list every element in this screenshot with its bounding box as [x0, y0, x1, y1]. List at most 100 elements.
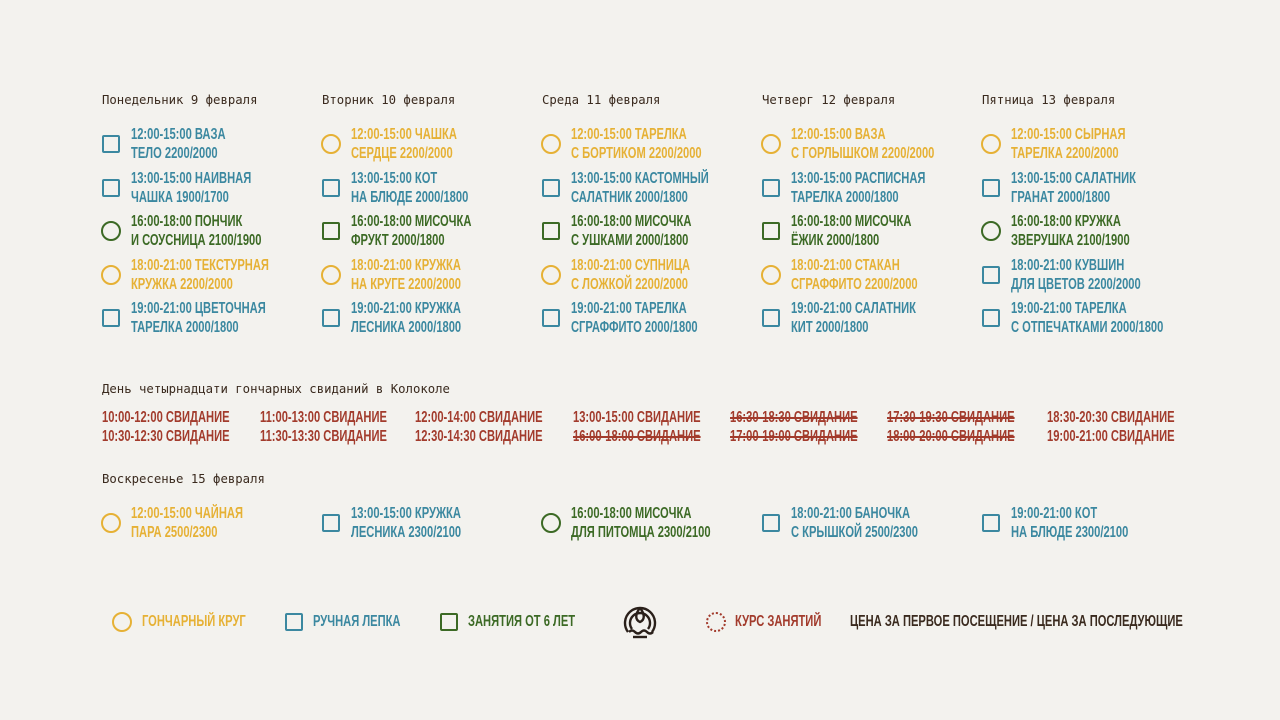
legend-kids-label: ЗАНЯТИЯ ОТ 6 ЛЕТ — [468, 613, 576, 630]
class-name-price: ТАРЕЛКА 2200/2000 — [1011, 145, 1119, 162]
day-header: Вторник 10 февраля — [322, 93, 456, 107]
class-time-title: 12:00-15:00 ВАЗА — [791, 126, 886, 143]
circle-icon — [541, 264, 561, 285]
legend-course-label: КУРС ЗАНЯТИЙ — [735, 613, 822, 630]
class-text: 13:00-15:00 НАИВНАЯ ЧАШКА 1900/1700 — [131, 169, 251, 207]
date-slot: 16:30-18:30 СВИДАНИЕ — [730, 409, 858, 426]
square-icon — [322, 514, 340, 532]
class-item: 16:00-18:00 МИСОЧКА ЁЖИК 2000/1800 — [762, 212, 977, 252]
square-icon — [542, 222, 560, 241]
class-time-title: 13:00-15:00 САЛАТНИК — [1011, 169, 1136, 187]
day-header: Четверг 12 февраля — [762, 93, 896, 107]
circle-icon — [101, 264, 121, 285]
class-name-price: ЗВЕРУШКА 2100/1900 — [1011, 232, 1130, 250]
square-icon — [982, 514, 1000, 532]
class-time-title: 19:00-21:00 ТАРЕЛКА — [1011, 300, 1127, 318]
day-header: Среда 11 февраля — [542, 93, 661, 107]
class-name-price: ФРУКТ 2000/1800 — [351, 232, 445, 250]
class-item: 13:00-15:00 КОТ НА БЛЮДЕ 2000/1800 — [322, 169, 537, 209]
square-icon — [440, 613, 458, 631]
class-time-title: 18:00-21:00 ТЕКСТУРНАЯ — [131, 256, 269, 274]
class-time-title: 12:00-15:00 ЧАЙНАЯ — [131, 505, 243, 522]
class-item: 12:00-15:00 ВАЗА С ГОРЛЫШКОМ 2200/2000 — [761, 125, 977, 165]
class-text: 13:00-15:00 РАСПИСНАЯ ТАРЕЛКА 2000/1800 — [791, 169, 925, 207]
class-text: 18:00-21:00 СУПНИЦА С ЛОЖКОЙ 2200/2000 — [571, 256, 690, 294]
circle-icon — [541, 134, 561, 154]
legend-kids: ЗАНЯТИЯ ОТ 6 ЛЕТ — [440, 612, 580, 632]
class-text: 19:00-21:00 САЛАТНИК КИТ 2000/1800 — [791, 299, 916, 337]
class-item: 13:00-15:00 НАИВНАЯ ЧАШКА 1900/1700 — [102, 169, 317, 209]
date-slot: 13:00-15:00 СВИДАНИЕ — [573, 409, 701, 426]
class-text: 16:00-18:00 МИСОЧКА ФРУКТ 2000/1800 — [351, 212, 471, 250]
class-item: 18:00-21:00 КУВШИН ДЛЯ ЦВЕТОВ 2200/2000 — [982, 256, 1197, 296]
class-text: 12:00-15:00 ЧАЙНАЯ ПАРА 2500/2300 — [131, 504, 243, 542]
class-time-title: 12:00-15:00 ВАЗА — [131, 126, 226, 143]
class-text: 16:00-18:00 ПОНЧИК И СОУСНИЦА 2100/1900 — [131, 212, 261, 250]
circle-icon — [761, 264, 781, 285]
date-slot: 11:30-13:30 СВИДАНИЕ — [260, 428, 387, 445]
legend-wheel-label: ГОНЧАРНЫЙ КРУГ — [142, 613, 246, 630]
class-name-price: ДЛЯ ЦВЕТОВ 2200/2000 — [1011, 275, 1141, 293]
class-text: 16:00-18:00 МИСОЧКА ДЛЯ ПИТОМЦА 2300/2100 — [571, 504, 711, 542]
class-name-price: САЛАТНИК 2000/1800 — [571, 188, 688, 206]
class-item: 19:00-21:00 ТАРЕЛКА СГРАФФИТО 2000/1800 — [542, 299, 757, 339]
circle-icon — [981, 134, 1001, 154]
class-item: 16:00-18:00 МИСОЧКА С УШКАМИ 2000/1800 — [542, 212, 757, 252]
class-name-price: ЁЖИК 2000/1800 — [791, 232, 880, 250]
class-item: 19:00-21:00 ТАРЕЛКА С ОТПЕЧАТКАМИ 2000/18… — [982, 299, 1197, 339]
square-icon — [542, 309, 560, 328]
class-text: 19:00-21:00 ЦВЕТОЧНАЯ ТАРЕЛКА 2000/1800 — [131, 299, 266, 337]
class-text: 13:00-15:00 КАСТОМНЫЙ САЛАТНИК 2000/1800 — [571, 169, 709, 207]
class-name-price: С ОТПЕЧАТКАМИ 2000/1800 — [1011, 319, 1164, 337]
legend-course: КУРС ЗАНЯТИЙ — [706, 612, 826, 632]
date-slot: 11:00-13:00 СВИДАНИЕ — [260, 409, 387, 426]
class-time-title: 13:00-15:00 КРУЖКА — [351, 505, 461, 522]
class-item: 18:00-21:00 ТЕКСТУРНАЯ КРУЖКА 2200/2000 — [101, 256, 317, 296]
class-name-price: НА КРУГЕ 2200/2000 — [351, 275, 461, 293]
class-text: 12:00-15:00 ВАЗА ТЕЛО 2200/2000 — [131, 125, 226, 163]
class-time-title: 19:00-21:00 ТАРЕЛКА — [571, 300, 687, 318]
class-time-title: 18:00-21:00 СУПНИЦА — [571, 256, 691, 274]
day-header: Пятница 13 февраля — [982, 93, 1116, 107]
class-text: 13:00-15:00 КРУЖКА ЛЕСНИКА 2300/2100 — [351, 504, 461, 542]
date-slot: 10:00-12:00 СВИДАНИЕ — [102, 409, 230, 426]
class-text: 19:00-21:00 КОТ НА БЛЮДЕ 2300/2100 — [1011, 504, 1128, 542]
class-text: 12:00-15:00 ТАРЕЛКА С БОРТИКОМ 2200/2000 — [571, 125, 702, 163]
square-icon — [762, 514, 780, 532]
class-name-price: С ЛОЖКОЙ 2200/2000 — [571, 275, 688, 293]
class-name-price: КИТ 2000/1800 — [791, 319, 869, 337]
legend-wheel: ГОНЧАРНЫЙ КРУГ — [112, 612, 252, 632]
date-slot: 17:30-19:30 СВИДАНИЕ — [887, 409, 1015, 426]
class-item: 16:00-18:00 МИСОЧКА ФРУКТ 2000/1800 — [322, 212, 537, 252]
class-time-title: 18:00-21:00 СТАКАН — [791, 256, 900, 274]
class-item: 12:00-15:00 СЫРНАЯ ТАРЕЛКА 2200/2000 — [981, 125, 1197, 165]
sunday-header: Воскресенье 15 февраля — [102, 472, 265, 486]
class-name-price: СГРАФФИТО 2000/1800 — [571, 319, 698, 337]
class-item: 12:00-15:00 ЧАЙНАЯ ПАРА 2500/2300 — [101, 504, 317, 544]
class-name-price: ПАРА 2500/2300 — [131, 524, 218, 541]
class-name-price: КРУЖКА 2200/2000 — [131, 275, 233, 293]
kolokol-logo-icon — [623, 606, 657, 639]
circle-icon — [981, 221, 1001, 242]
class-text: 18:00-21:00 КУВШИН ДЛЯ ЦВЕТОВ 2200/2000 — [1011, 256, 1141, 294]
class-text: 19:00-21:00 ТАРЕЛКА С ОТПЕЧАТКАМИ 2000/18… — [1011, 299, 1163, 337]
class-name-price: ЛЕСНИКА 2000/1800 — [351, 319, 462, 337]
class-name-price: ТАРЕЛКА 2000/1800 — [131, 319, 239, 337]
class-name-price: С БОРТИКОМ 2200/2000 — [571, 145, 702, 162]
class-item: 19:00-21:00 КОТ НА БЛЮДЕ 2300/2100 — [982, 504, 1197, 544]
class-time-title: 13:00-15:00 КАСТОМНЫЙ — [571, 169, 709, 187]
class-item: 16:00-18:00 ПОНЧИК И СОУСНИЦА 2100/1900 — [101, 212, 317, 252]
class-item: 19:00-21:00 САЛАТНИК КИТ 2000/1800 — [762, 299, 977, 339]
class-name-price: ТАРЕЛКА 2000/1800 — [791, 188, 899, 206]
date-slot: 18:00-20:00 СВИДАНИЕ — [887, 428, 1015, 445]
class-name-price: СЕРДЦЕ 2200/2000 — [351, 145, 453, 162]
class-item: 13:00-15:00 РАСПИСНАЯ ТАРЕЛКА 2000/1800 — [762, 169, 977, 209]
class-item: 18:00-21:00 КРУЖКА НА КРУГЕ 2200/2000 — [321, 256, 537, 296]
class-item: 13:00-15:00 САЛАТНИК ГРАНАТ 2000/1800 — [982, 169, 1197, 209]
circle-icon — [321, 134, 341, 154]
class-text: 12:00-15:00 ЧАШКА СЕРДЦЕ 2200/2000 — [351, 125, 457, 163]
class-time-title: 12:00-15:00 ЧАШКА — [351, 126, 457, 143]
class-item: 12:00-15:00 ВАЗА ТЕЛО 2200/2000 — [102, 125, 317, 165]
class-text: 18:00-21:00 ТЕКСТУРНАЯ КРУЖКА 2200/2000 — [131, 256, 269, 294]
class-item: 18:00-21:00 СУПНИЦА С ЛОЖКОЙ 2200/2000 — [541, 256, 757, 296]
